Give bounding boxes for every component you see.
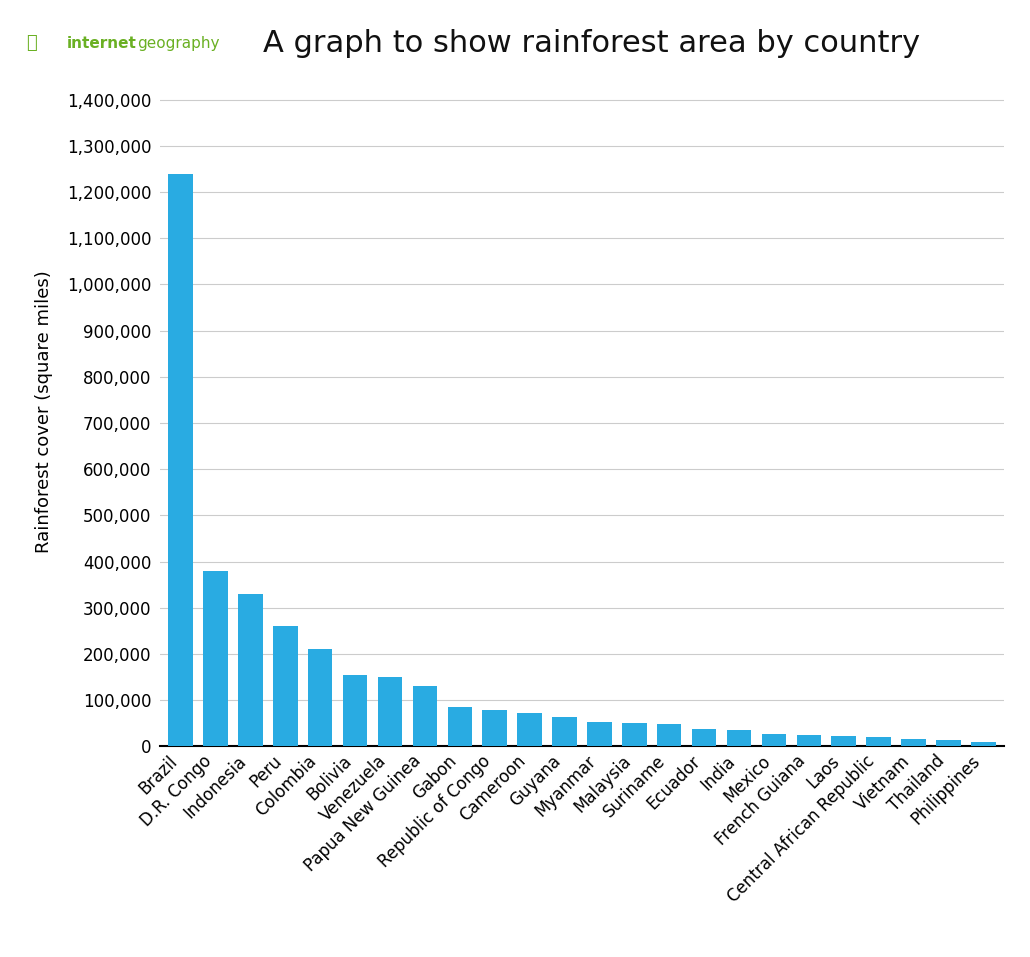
Y-axis label: Rainforest cover (square miles): Rainforest cover (square miles): [35, 270, 53, 553]
Bar: [657, 724, 682, 746]
Bar: [343, 676, 368, 746]
Bar: [762, 733, 786, 746]
Bar: [796, 735, 821, 746]
Bar: [448, 707, 472, 746]
Bar: [831, 736, 856, 746]
Bar: [203, 571, 228, 746]
Bar: [168, 173, 193, 746]
Bar: [378, 678, 402, 746]
Bar: [901, 739, 926, 746]
Bar: [413, 686, 437, 746]
Bar: [273, 626, 298, 746]
Text: geography: geography: [137, 35, 219, 51]
Bar: [866, 737, 891, 746]
Text: internet: internet: [67, 35, 137, 51]
Bar: [482, 709, 507, 746]
Bar: [308, 650, 333, 746]
Bar: [971, 742, 996, 746]
Text: 🌍: 🌍: [26, 34, 36, 52]
Bar: [238, 594, 263, 746]
Bar: [622, 723, 647, 746]
Bar: [517, 713, 542, 746]
Bar: [587, 723, 612, 746]
Bar: [692, 729, 716, 746]
Bar: [552, 718, 577, 746]
Text: A graph to show rainforest area by country: A graph to show rainforest area by count…: [263, 29, 920, 57]
Bar: [727, 730, 751, 746]
Bar: [936, 740, 961, 746]
